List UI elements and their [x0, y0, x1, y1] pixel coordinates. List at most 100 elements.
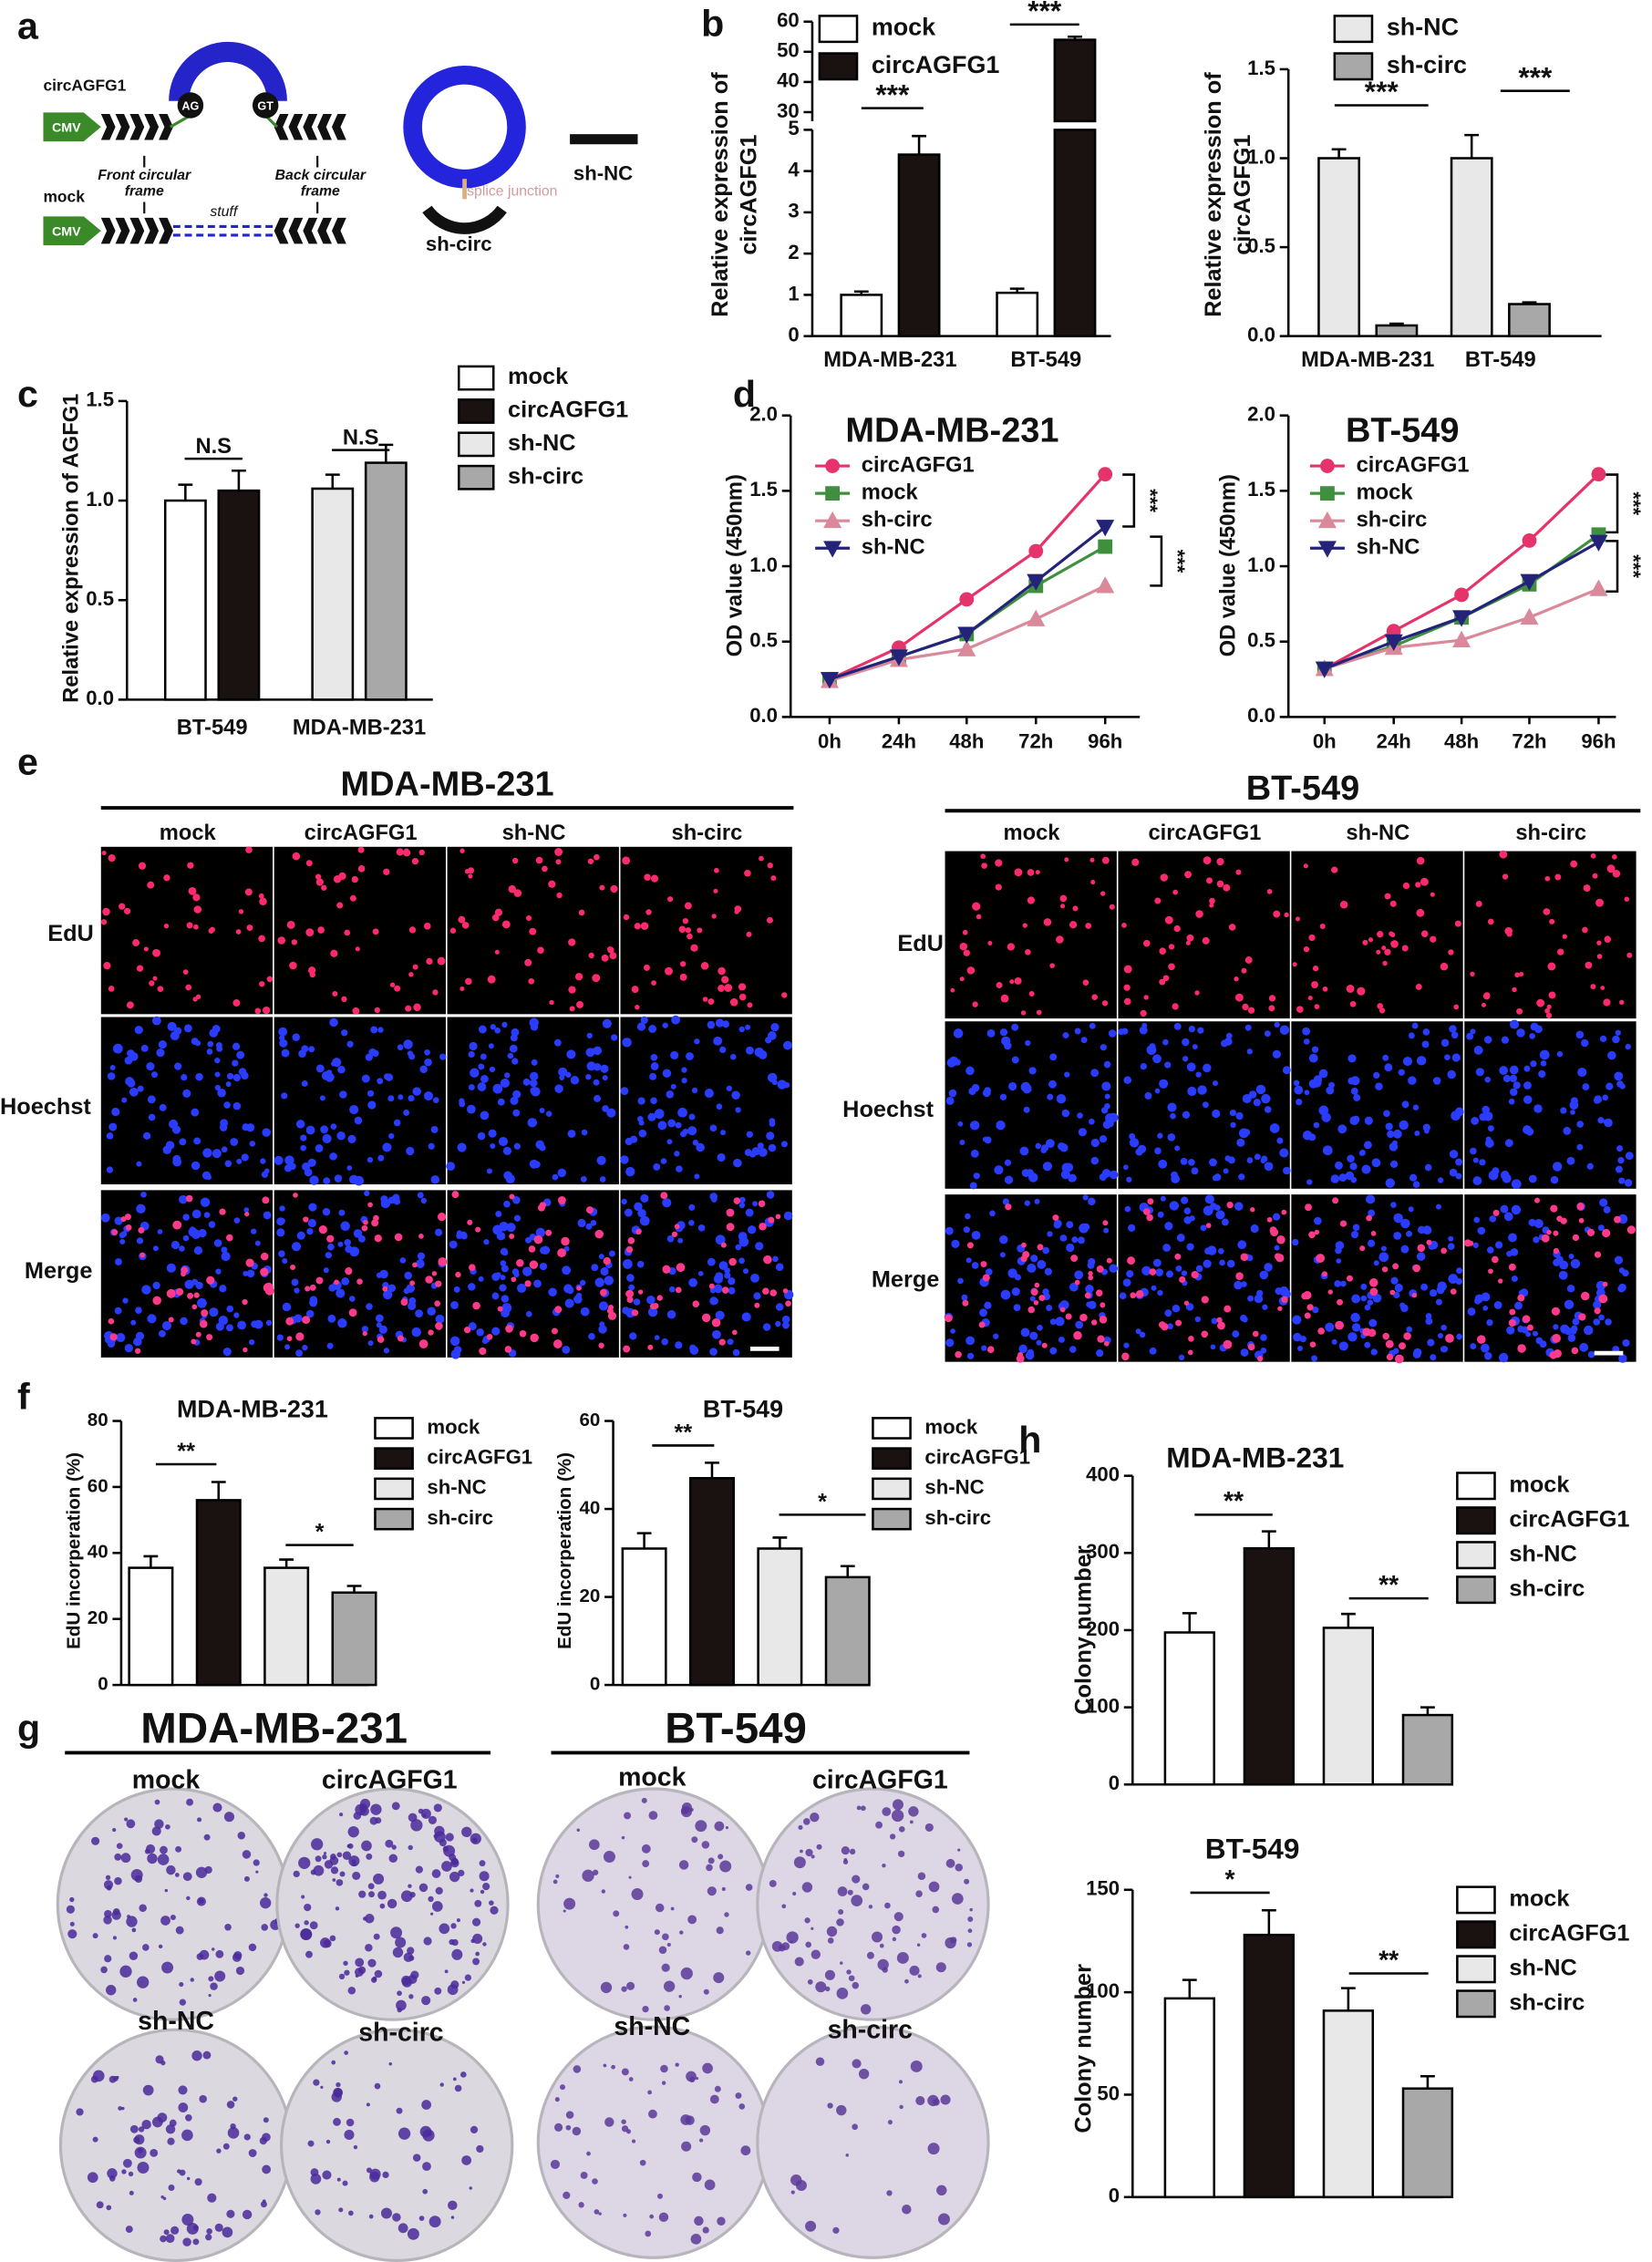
colony	[260, 1897, 272, 1909]
colony	[898, 2080, 903, 2084]
colony	[852, 1875, 861, 1884]
cell-dot	[735, 1107, 741, 1113]
cell-dot	[1209, 1158, 1217, 1167]
cell-dot	[494, 1027, 501, 1034]
colony	[967, 1916, 974, 1923]
colony	[482, 1883, 490, 1891]
cell-dot	[226, 1072, 234, 1080]
cell-dot	[1398, 1069, 1405, 1076]
cell-dot	[972, 1001, 978, 1007]
colony	[840, 1961, 843, 1965]
cell-dot	[206, 1048, 213, 1055]
colony	[323, 1939, 332, 1948]
y-tick-label: 1	[788, 282, 799, 305]
colony	[181, 2129, 193, 2142]
error-bar	[378, 443, 394, 463]
cell-dot	[213, 1239, 222, 1247]
colony	[164, 1888, 169, 1893]
cell-dot	[193, 1245, 203, 1255]
row-label: EdU	[47, 921, 94, 946]
colony	[310, 1869, 316, 1875]
cell-dot	[648, 1025, 657, 1033]
cell-dot	[263, 1006, 271, 1015]
cell-dot	[1618, 1177, 1626, 1184]
cell-dot	[1487, 1125, 1494, 1132]
cell-dot	[724, 984, 733, 992]
legend-swatch	[1456, 1885, 1496, 1915]
cell-dot	[1455, 1172, 1462, 1180]
cell-dot	[1337, 1124, 1347, 1134]
cell-dot	[409, 1280, 415, 1286]
cell-dot	[1319, 923, 1326, 929]
cell-dot	[437, 1213, 447, 1222]
cell-dot	[557, 1168, 566, 1178]
colony	[804, 1917, 811, 1924]
colony	[248, 2149, 257, 2157]
cell-dot	[327, 1314, 336, 1323]
cell-dot	[746, 1131, 753, 1138]
cell-dot	[408, 1094, 415, 1102]
bar	[311, 487, 355, 701]
cell-dot	[315, 1276, 324, 1285]
cell-dot	[174, 1221, 181, 1228]
cell-dot	[306, 1227, 314, 1235]
x-tick-label: BT-549	[177, 716, 248, 739]
cell-dot	[1585, 961, 1593, 969]
colony	[346, 1844, 352, 1849]
cell-dot	[1523, 1125, 1532, 1134]
shnc-bar	[570, 134, 638, 145]
cell-dot	[1486, 1318, 1493, 1327]
bar-segment	[331, 1591, 377, 1687]
cell-dot	[1303, 863, 1308, 869]
cell-dot	[1129, 1132, 1136, 1140]
colony	[178, 2085, 188, 2095]
cell-dot	[207, 1040, 214, 1048]
cell-dot	[690, 944, 698, 952]
colony	[322, 2170, 332, 2180]
colony	[293, 1870, 300, 1878]
colony	[826, 1926, 838, 1937]
cell-dot	[1506, 1326, 1515, 1335]
colony	[358, 1890, 367, 1898]
colony	[663, 1980, 676, 1992]
cell-dot	[1126, 1176, 1132, 1183]
cell-dot	[404, 1271, 412, 1280]
cell-dot	[200, 1197, 211, 1207]
cell-dot	[123, 907, 131, 915]
cell-dot	[1304, 1312, 1311, 1319]
colony	[955, 1863, 964, 1872]
cell-dot	[1622, 1338, 1630, 1348]
colony	[365, 1914, 375, 1924]
cell-dot	[326, 1234, 335, 1243]
colony	[260, 2201, 267, 2208]
y-tick-label: 1.0	[749, 553, 778, 576]
colony	[186, 1798, 194, 1806]
cell-dot	[1292, 1238, 1299, 1246]
cell-dot	[1430, 935, 1437, 943]
cell-dot	[1432, 1077, 1441, 1085]
cell-dot	[1599, 1198, 1608, 1207]
cell-dot	[1402, 882, 1410, 890]
cell-dot	[1254, 1294, 1264, 1304]
cell-dot	[1470, 1147, 1477, 1155]
cell-dot	[971, 1262, 979, 1269]
legend-label: mock	[924, 1415, 978, 1438]
cell-dot	[1427, 1338, 1435, 1347]
cell-dot	[1141, 1022, 1148, 1028]
panel-title: MDA-MB-231	[140, 1704, 408, 1752]
colony	[346, 2118, 355, 2127]
cell-dot	[1008, 1081, 1017, 1091]
cell-dot	[1533, 1219, 1544, 1229]
cell-dot	[1534, 1197, 1541, 1203]
cell-dot	[230, 1138, 239, 1146]
cell-dot	[1034, 1282, 1040, 1288]
cell-dot	[1056, 935, 1064, 944]
legend-label: mock	[872, 14, 935, 41]
cell-dot	[1605, 1318, 1612, 1326]
cell-dot	[1025, 1350, 1035, 1360]
cell-dot	[376, 1272, 383, 1278]
annotation: ***	[1622, 491, 1645, 515]
annotation: N.S	[195, 435, 232, 459]
cell-dot	[1275, 1287, 1283, 1296]
cell-dot	[152, 1245, 159, 1252]
